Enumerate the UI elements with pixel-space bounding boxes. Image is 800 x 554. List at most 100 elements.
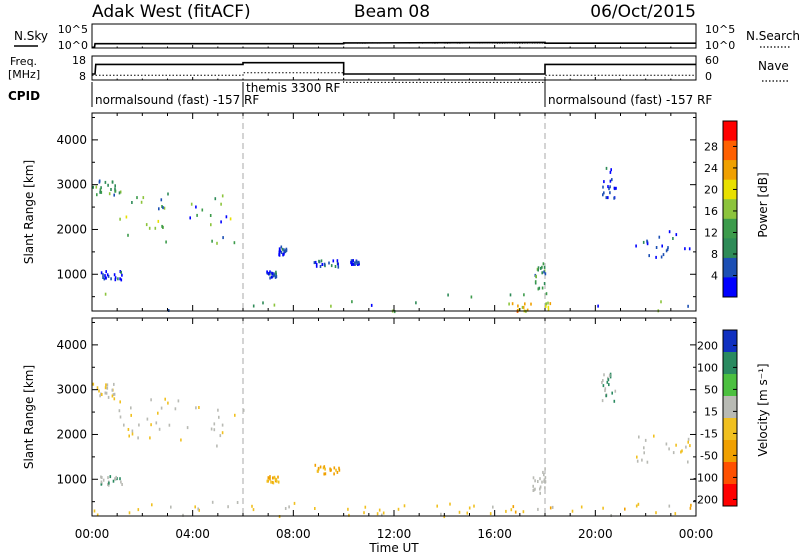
power-point xyxy=(642,240,645,244)
velocity-point xyxy=(180,438,182,442)
power-point xyxy=(161,205,163,208)
velocity-point xyxy=(251,504,253,508)
power-point xyxy=(511,302,514,306)
power-point xyxy=(225,215,228,219)
power-point xyxy=(523,293,525,297)
power-point xyxy=(273,273,276,277)
velocity-point xyxy=(537,507,539,511)
velocity-point xyxy=(672,451,675,455)
velocity-point xyxy=(130,406,132,410)
velocity-point xyxy=(458,510,461,514)
power-colorbar-tick-label: 28 xyxy=(704,140,718,153)
velocity-colorbar-swatch xyxy=(723,462,737,485)
velocity-point xyxy=(111,388,114,392)
velocity-point xyxy=(571,509,574,513)
velocity-point xyxy=(107,476,109,480)
velocity-point xyxy=(120,480,122,484)
velocity-point xyxy=(336,470,339,474)
power-point xyxy=(104,180,107,184)
velocity-colorbar-frame xyxy=(722,329,738,507)
velocity-point xyxy=(269,477,271,481)
power-point xyxy=(315,264,318,268)
power-point xyxy=(269,276,271,280)
power-point xyxy=(537,266,540,270)
power-point xyxy=(314,260,317,264)
velocity-point xyxy=(333,466,336,470)
velocity-point xyxy=(468,506,471,510)
power-point xyxy=(447,293,449,297)
power-point xyxy=(195,205,197,209)
velocity-point xyxy=(685,445,687,449)
power-point xyxy=(120,270,122,274)
power-point xyxy=(608,187,610,191)
power-point xyxy=(104,292,107,296)
velocity-point xyxy=(534,487,536,491)
velocity-point xyxy=(105,383,107,387)
radar-title: Adak West (fitACF) xyxy=(92,2,251,22)
power-point xyxy=(145,223,148,227)
power-point xyxy=(543,270,545,274)
velocity-colorbar-swatch xyxy=(723,396,737,419)
velocity-point xyxy=(613,399,616,403)
velocity-point xyxy=(128,511,131,515)
velocity-point xyxy=(601,381,603,384)
velocity-point xyxy=(131,429,134,433)
velocity-point xyxy=(219,434,222,438)
velocity-point xyxy=(99,394,101,398)
x-axis-title: Time UT xyxy=(368,541,419,554)
velocity-point xyxy=(100,392,102,396)
power-point xyxy=(220,202,222,206)
velocity-point xyxy=(221,431,224,435)
velocity-point xyxy=(537,480,539,483)
velocity-point xyxy=(92,382,95,386)
power-point xyxy=(105,270,107,274)
power-point xyxy=(330,304,332,308)
cpid-segment-label: themis 3300 RF xyxy=(246,81,340,95)
power-point xyxy=(110,277,112,281)
power-colorbar-title: Power [dB] xyxy=(756,172,770,237)
power-colorbar-swatch xyxy=(723,238,737,259)
velocity-point xyxy=(668,447,670,451)
power-colorbar-swatch xyxy=(723,277,737,298)
velocity-colorbar-tick-label: -100 xyxy=(693,471,718,484)
velocity-colorbar-swatch xyxy=(723,440,737,463)
power-point xyxy=(269,270,271,274)
power-point xyxy=(102,276,104,279)
power-point xyxy=(196,213,198,217)
power-point xyxy=(233,241,236,245)
power-point xyxy=(352,262,354,266)
power-point xyxy=(318,259,320,263)
power-panel-frame xyxy=(91,112,697,312)
velocity-point xyxy=(607,378,610,382)
power-point xyxy=(537,287,540,291)
velocity-point xyxy=(551,505,554,509)
velocity-ylabel: Slant Range [km] xyxy=(22,365,36,469)
power-point xyxy=(273,303,276,307)
velocity-point xyxy=(213,422,216,426)
power-point xyxy=(328,261,330,265)
velocity-point xyxy=(182,513,184,517)
power-point xyxy=(165,240,167,244)
power-point xyxy=(167,192,169,196)
power-point xyxy=(274,275,277,279)
velocity-point xyxy=(267,476,270,480)
power-point xyxy=(100,271,103,275)
velocity-point xyxy=(397,507,400,511)
power-point xyxy=(131,201,133,204)
y-tick-label: 1000 xyxy=(56,267,87,281)
velocity-point xyxy=(111,394,114,398)
power-point xyxy=(280,245,283,249)
velocity-point xyxy=(236,501,239,504)
power-point xyxy=(337,265,340,269)
cpid-segment-label: normalsound (fast) -157 RF xyxy=(95,93,259,107)
power-point xyxy=(526,308,529,312)
power-point xyxy=(119,277,121,281)
velocity-point xyxy=(510,508,513,512)
power-point xyxy=(517,304,519,308)
velocity-point xyxy=(271,480,274,484)
power-point xyxy=(609,185,611,189)
velocity-point xyxy=(93,509,96,513)
velocity-point xyxy=(505,509,507,513)
power-point xyxy=(660,255,663,259)
velocity-point xyxy=(106,383,109,387)
